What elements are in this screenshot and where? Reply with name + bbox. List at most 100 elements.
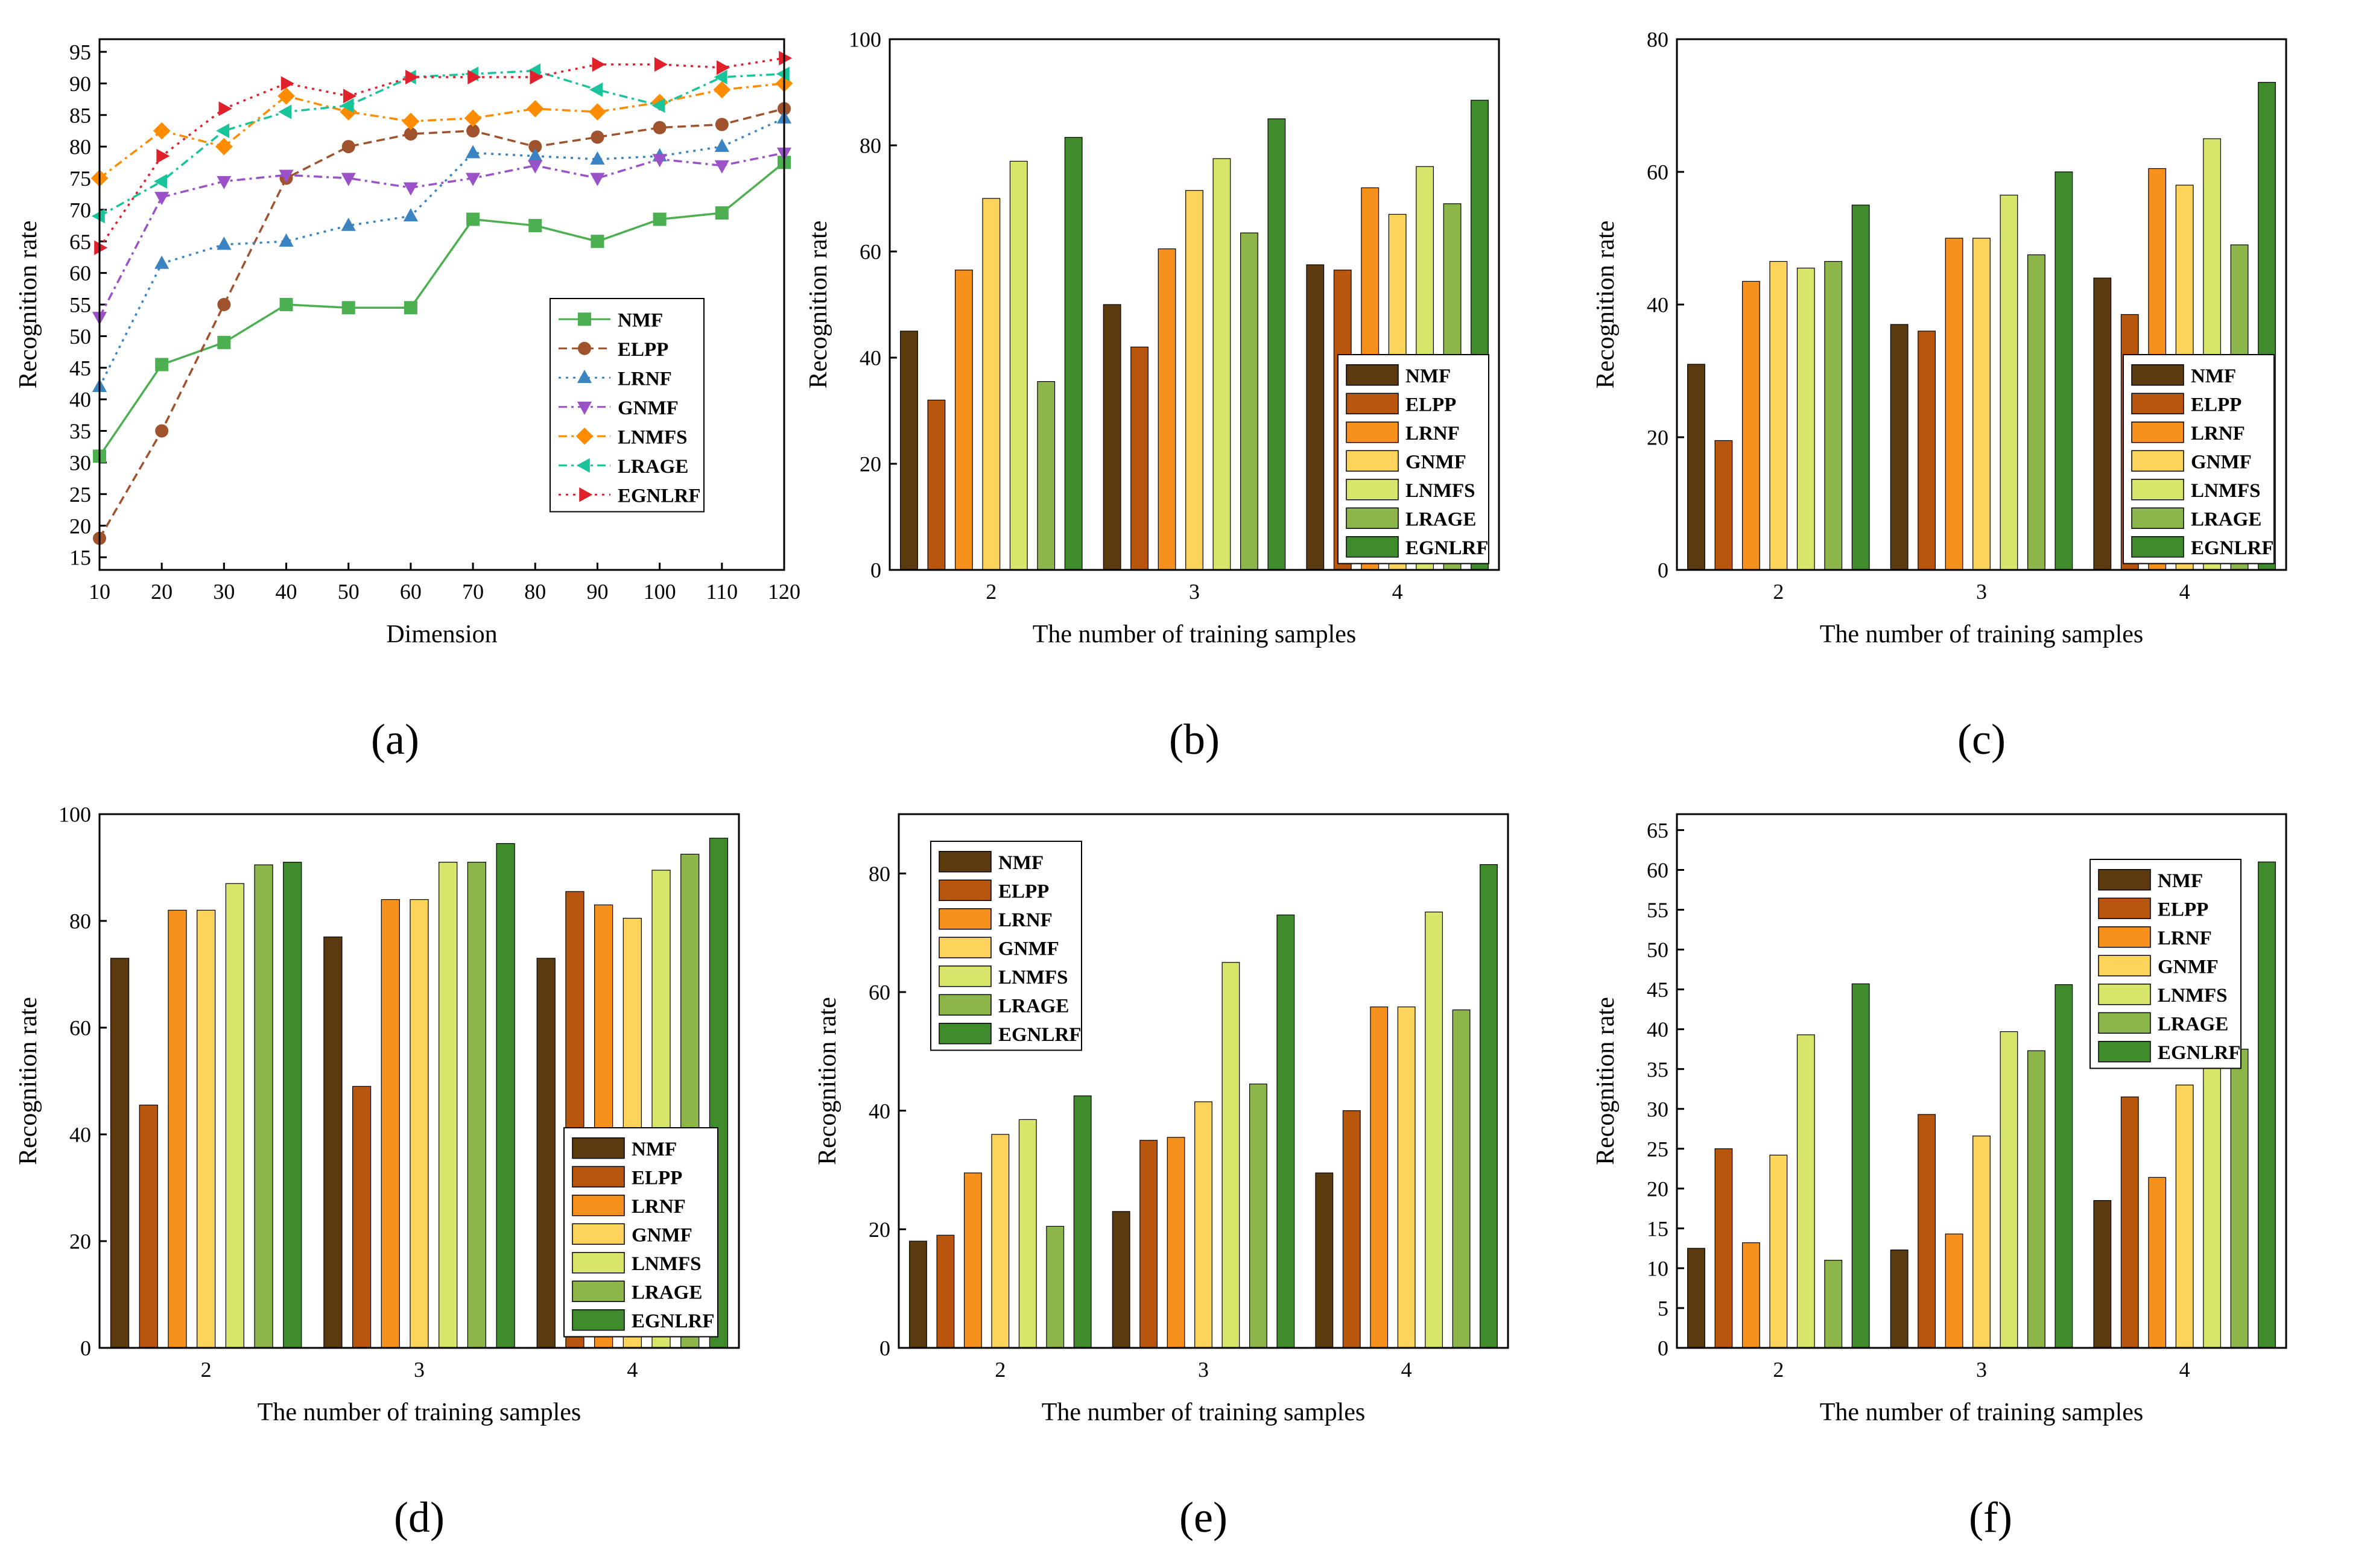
bar-nmf-3 [323, 936, 343, 1348]
legend-label-nmf: NMF [2158, 870, 2203, 892]
x-tick-label: 3 [1189, 580, 1200, 604]
x-tick-label: 2 [986, 580, 996, 604]
bar-gnmf-3 [1194, 1101, 1212, 1348]
x-tick-label: 100 [644, 580, 676, 604]
series-line-lrage [99, 69, 785, 217]
x-tick-label: 80 [524, 580, 546, 604]
x-tick-label: 110 [706, 580, 738, 604]
legend-label-lnmfs: LNMFS [618, 426, 688, 448]
data-point-gnmf [465, 172, 481, 186]
panel-f-bar-chart: 0 5 10 15 20 25 30 35 40 45 50 55 60 65 Recognition ra… [1592, 813, 2287, 1426]
legend-label-lrnf: LRNF [2191, 423, 2245, 444]
x-axis-title: Dimension [386, 621, 497, 648]
x-tick-label: 4 [2179, 580, 2190, 604]
legend-marker-lrnf [577, 370, 592, 384]
y-tick-label: 65 [69, 230, 91, 254]
x-tick-label: 40 [276, 580, 297, 604]
data-point-egnlrf [467, 69, 481, 84]
data-point-gnmf [714, 160, 729, 174]
legend-label-nmf: NMF [618, 309, 663, 331]
bar-lrage-3 [1249, 1083, 1267, 1348]
legend-label-lrnf: LRNF [998, 909, 1053, 931]
bar-lrnf-2 [963, 1172, 982, 1348]
legend-label-egnlrf: EGNLRF [998, 1024, 1082, 1046]
data-point-lrnf [154, 255, 170, 269]
y-tick-label: 60 [1647, 858, 1668, 882]
legend-label-elpp: ELPP [998, 880, 1049, 902]
plot-frame [98, 38, 785, 571]
bar-egnlrf-2 [283, 862, 302, 1348]
plot-frame [98, 813, 740, 1349]
y-tick-label: 90 [69, 72, 91, 96]
x-tick-label: 120 [768, 580, 800, 604]
data-point-lnmfs [713, 81, 731, 99]
y-tick-label: 20 [69, 514, 91, 538]
plot-frame [1676, 38, 2287, 571]
legend-label-elpp: ELPP [2158, 899, 2208, 920]
legend-label-elpp: ELPP [2191, 394, 2242, 416]
data-point-lrage [91, 209, 105, 224]
legend-label-egnlrf: EGNLRF [632, 1310, 715, 1332]
data-point-elpp [591, 130, 604, 144]
legend-swatch-lnmfs [1346, 479, 1399, 501]
legend-label-lrage: LRAGE [998, 995, 1069, 1017]
bar-egnlrf-2 [1073, 1095, 1092, 1348]
legend-swatch-lnmfs [2098, 984, 2151, 1005]
y-tick-label: 40 [1647, 293, 1668, 317]
legend-swatch-gnmf [572, 1223, 625, 1245]
legend-marker-lrage [576, 458, 590, 473]
y-tick-label: 35 [1647, 1057, 1668, 1081]
data-point-nmf [466, 212, 480, 226]
legend-marker-egnlrf [579, 487, 593, 502]
data-point-egnlrf [156, 148, 170, 163]
data-point-lnmfs [589, 103, 606, 121]
bar-lnmfs-2 [225, 883, 244, 1348]
y-tick-label: 15 [69, 546, 91, 570]
plot-frame [898, 813, 1509, 1349]
x-axis-title: The number of training samples [1042, 1399, 1366, 1426]
y-axis-title: Recognition rate [805, 221, 832, 389]
x-tick-label: 70 [462, 580, 484, 604]
y-tick-label: 25 [1647, 1137, 1668, 1161]
bar-lrage-4 [1452, 1009, 1471, 1348]
y-tick-label: 0 [1658, 558, 1668, 583]
bar-lnmfs-3 [2000, 1031, 2018, 1348]
legend-label-lrnf: LRNF [2158, 928, 2212, 949]
data-point-lrage [216, 123, 230, 139]
y-tick-label: 70 [69, 198, 91, 222]
bar-nmf-3 [1890, 1249, 1909, 1348]
bar-gnmf-4 [1397, 1006, 1416, 1348]
data-point-nmf [341, 301, 355, 315]
bar-elpp-3 [1139, 1140, 1158, 1348]
legend-label-lnmfs: LNMFS [2158, 985, 2228, 1007]
bar-egnlrf-3 [1267, 118, 1286, 571]
bar-lrnf-2 [954, 270, 973, 571]
x-axis-title: The number of training samples [1820, 621, 2144, 648]
legend-label-nmf: NMF [2191, 365, 2236, 387]
panel-d-bar-chart: 0 20 40 60 80 100 Recognition rate 2 3 4 The numbe… [14, 803, 740, 1426]
bar-nmf-4 [1306, 264, 1325, 571]
data-point-elpp [155, 424, 169, 438]
legend-swatch-lrnf [2098, 926, 2151, 948]
legend-marker-gnmf [577, 401, 592, 415]
x-tick-label: 4 [627, 1358, 638, 1382]
bar-lrage-2 [1824, 261, 1843, 571]
data-point-lrage [714, 69, 727, 84]
y-tick-label: 55 [69, 293, 91, 317]
y-tick-label: 60 [1647, 160, 1668, 185]
bar-elpp-2 [139, 1104, 158, 1348]
bar-gnmf-2 [1769, 261, 1788, 571]
y-tick-label: 80 [860, 134, 881, 158]
legend-swatch-gnmf [939, 937, 992, 958]
x-axis-title: The number of training samples [1820, 1399, 2144, 1426]
legend-swatch-elpp [572, 1166, 625, 1187]
y-tick-label: 0 [879, 1336, 890, 1361]
bar-gnmf-3 [1972, 238, 1991, 571]
legend-label-lnmfs: LNMFS [2191, 480, 2261, 502]
x-tick-label: 3 [1976, 1358, 1987, 1382]
y-tick-label: 5 [1658, 1297, 1668, 1321]
legend-swatch-lnmfs [2131, 479, 2184, 501]
panel-c-bar-chart: 0 20 40 60 80 Recognition rate 2 3 4 The number o… [1592, 28, 2287, 648]
legend-marker-nmf [578, 312, 591, 326]
series-line-gnmf [98, 151, 785, 318]
